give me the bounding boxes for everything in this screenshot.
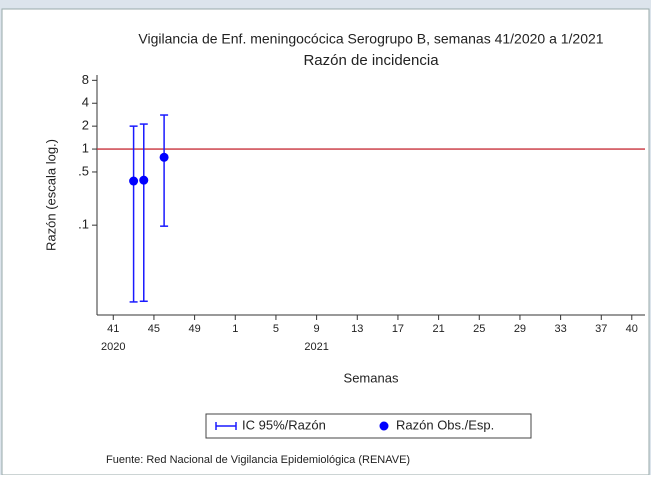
point <box>139 175 149 185</box>
error-bar <box>160 114 169 227</box>
x-group-label: 2020 <box>101 341 125 353</box>
x-tick-label: 40 <box>626 323 638 335</box>
legend-point-symbol <box>379 421 389 431</box>
y-tick-label: .1 <box>78 217 89 232</box>
y-tick-label: 1 <box>82 140 89 155</box>
x-tick-label: 1 <box>232 323 238 335</box>
error-bar <box>139 123 148 303</box>
legend-label: Razón Obs./Esp. <box>396 417 494 432</box>
chart-title: Vigilancia de Enf. meningocócica Serogru… <box>138 31 603 47</box>
x-tick-label: 49 <box>188 323 200 335</box>
x-tick-label: 5 <box>273 323 279 335</box>
x-tick-label: 17 <box>392 323 404 335</box>
point <box>129 176 139 186</box>
x-group-label: 2021 <box>304 341 328 353</box>
x-tick-label: 37 <box>595 323 607 335</box>
x-tick-label: 21 <box>432 323 444 335</box>
error-bar <box>129 125 138 303</box>
chart-subtitle: Razón de incidencia <box>303 52 439 69</box>
y-tick-label: 4 <box>82 95 89 110</box>
point <box>159 152 169 162</box>
x-tick-label: 29 <box>514 323 526 335</box>
x-tick-label: 41 <box>107 323 119 335</box>
x-tick-label: 9 <box>314 323 320 335</box>
x-axis-label: Semanas <box>344 370 399 385</box>
y-tick-label: 8 <box>82 72 89 87</box>
x-tick-label: 25 <box>473 323 485 335</box>
x-tick-label: 45 <box>148 323 160 335</box>
legend <box>205 413 532 439</box>
x-tick-label: 33 <box>554 323 566 335</box>
y-axis-label: Razón (escala log.) <box>43 139 58 251</box>
y-tick-label: .5 <box>78 163 89 178</box>
chart-background <box>1 8 650 476</box>
x-tick-label: 13 <box>351 323 363 335</box>
y-tick-label: 2 <box>82 118 89 133</box>
source-note: Fuente: Red Nacional de Vigilancia Epide… <box>106 454 410 466</box>
legend-label: IC 95%/Razón <box>242 417 326 432</box>
